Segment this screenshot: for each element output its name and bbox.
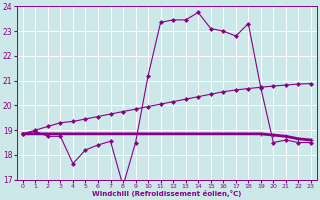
- X-axis label: Windchill (Refroidissement éolien,°C): Windchill (Refroidissement éolien,°C): [92, 190, 242, 197]
